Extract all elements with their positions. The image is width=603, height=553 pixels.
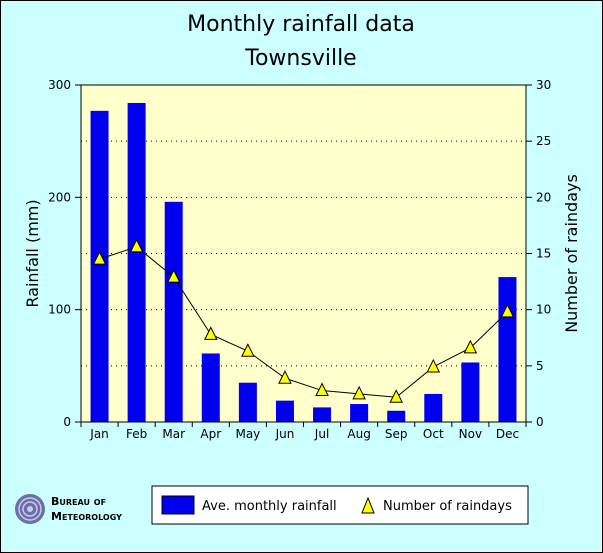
raindays-marker [278, 370, 292, 384]
axes: 0 100 200 300 0 5 10 15 20 25 30 Jan Feb Mar Apr May Jun… [48, 78, 551, 441]
right-axis-tick-label: 15 [536, 247, 551, 261]
legend-box [151, 485, 529, 525]
x-axis-tick-label: Jul [314, 427, 329, 441]
logo-line1: Bureau of [51, 495, 106, 508]
left-axis-title: Rainfall (mm) [23, 199, 42, 307]
rainfall-bar [201, 353, 220, 422]
right-axis-title: Number of raindays [562, 174, 581, 333]
raindays-marker [426, 358, 441, 373]
legend-label-rainfall: Ave. monthly rainfall [202, 499, 337, 514]
x-axis-tick-label: Feb [126, 427, 147, 441]
raindays-marker [463, 339, 478, 354]
rainfall-bar [238, 382, 257, 422]
x-axis-tick-label: Jan [89, 427, 109, 441]
gridlines [81, 140, 526, 367]
left-axis-tick-label: 300 [48, 78, 71, 92]
rainfall-bar [498, 277, 517, 422]
chart-title: Monthly rainfall data [187, 12, 415, 37]
swirl-logo-icon [15, 494, 45, 524]
rainfall-bar [90, 110, 109, 422]
rainfall-bar [164, 201, 183, 422]
raindays-marker [500, 303, 515, 318]
chart-subtitle: Townsville [244, 46, 356, 71]
rainfall-bar [127, 102, 146, 423]
rainfall-bar [313, 407, 332, 422]
x-axis-tick-label: Nov [459, 427, 482, 441]
right-axis-tick-label: 0 [536, 415, 544, 429]
raindays-marker [92, 250, 107, 265]
right-axis-tick-label: 10 [536, 303, 551, 317]
right-axis-tick-label: 25 [536, 134, 551, 148]
x-axis-tick-label: Aug [347, 427, 370, 441]
x-axis-tick-label: Jun [275, 427, 295, 441]
raindays-marker [389, 389, 404, 403]
rainfall-bar [461, 362, 480, 422]
rainfall-bar [424, 393, 443, 422]
logo-line2: Meteorology [51, 510, 122, 523]
x-axis-tick-label: Sep [385, 427, 408, 441]
rainfall-bars [90, 102, 517, 423]
rainfall-bar [387, 410, 406, 422]
rainfall-bar [275, 400, 294, 422]
raindays-polyline [99, 246, 508, 398]
raindays-marker [166, 268, 181, 283]
x-axis-tick-label: Mar [162, 427, 185, 441]
left-axis-tick-label: 100 [48, 303, 71, 317]
legend-bar-swatch [161, 495, 195, 515]
x-axis-tick-label: Oct [423, 427, 444, 441]
legend: Ave. monthly rainfall Number of raindays [151, 485, 529, 525]
legend-triangle-marker [361, 496, 375, 514]
raindays-marker [315, 382, 329, 397]
x-axis-tick-label: Dec [496, 427, 519, 441]
right-axis-tick-label: 20 [536, 190, 551, 204]
rainfall-bar [350, 404, 369, 422]
right-axis-tick-label: 30 [536, 78, 551, 92]
raindays-marker [203, 326, 218, 340]
raindays-marker [241, 343, 255, 357]
right-axis-tick-label: 5 [536, 359, 544, 373]
left-axis-tick-label: 0 [63, 415, 71, 429]
x-axis-tick-label: May [235, 427, 260, 441]
legend-label-raindays: Number of raindays [383, 499, 512, 514]
raindays-line [92, 238, 515, 403]
raindays-marker [129, 238, 144, 253]
raindays-marker [352, 385, 366, 400]
plot-area [81, 85, 526, 422]
left-axis-tick-label: 200 [48, 190, 71, 204]
bureau-logo: Bureau of Meteorology [15, 494, 122, 524]
x-axis-tick-label: Apr [200, 427, 221, 441]
